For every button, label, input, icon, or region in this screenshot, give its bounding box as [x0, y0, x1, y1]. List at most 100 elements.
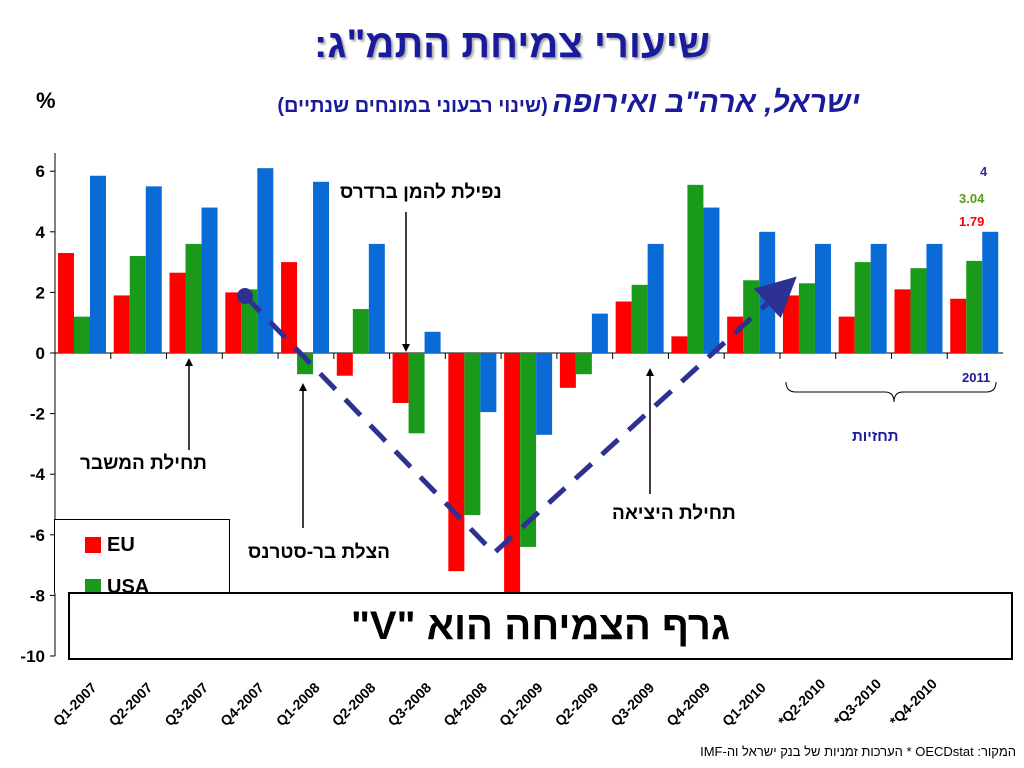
bar-eu [169, 272, 186, 353]
bar-israel [480, 353, 497, 413]
bar-usa [575, 353, 592, 375]
x-tick-label: Q2-2007 [106, 679, 156, 729]
x-tick-label: Q4-2007 [217, 679, 267, 729]
x-tick-label: *Q3-2010 [831, 675, 885, 729]
legend-swatch-usa [85, 579, 101, 593]
y-tick-label: -8 [30, 586, 45, 605]
y-tick-label: 6 [36, 162, 45, 181]
bar-eu [950, 298, 967, 353]
v-shape-arrow [243, 276, 797, 557]
y-tick-label: -4 [30, 465, 46, 484]
x-tick-label: Q1-2009 [496, 679, 546, 729]
bar-eu [838, 316, 855, 353]
x-tick-label: Q1-2007 [50, 679, 100, 729]
bar-usa [185, 243, 202, 353]
x-tick-label: Q4-2008 [440, 679, 490, 729]
latest-value-israel: 4 [980, 164, 988, 179]
x-tick-label: Q1-2008 [273, 679, 323, 729]
bar-israel [870, 243, 887, 353]
forecast-label: תחזיות [852, 428, 899, 445]
bar-eu [727, 316, 744, 353]
bar-israel [926, 243, 943, 353]
bar-usa [352, 309, 369, 353]
x-tick-label: Q3-2007 [161, 679, 211, 729]
bar-israel [201, 207, 218, 353]
bar-israel [257, 168, 274, 353]
legend-item-usa: USA [85, 576, 149, 593]
bar-israel [536, 353, 553, 435]
bar-usa [520, 353, 537, 547]
bar-usa [129, 256, 146, 353]
bar-eu [336, 353, 353, 376]
bar-eu [392, 353, 409, 403]
bar-usa [631, 284, 648, 353]
annotation-recovery-start: תחילת היציאה [612, 503, 736, 524]
forecast-brace [785, 381, 997, 403]
y-tick-label: -6 [30, 526, 45, 545]
bar-israel [424, 331, 441, 353]
bar-eu [894, 289, 911, 353]
bar-israel [591, 313, 608, 353]
y-axis-unit: % [36, 88, 56, 113]
x-tick-label: Q2-2008 [329, 679, 379, 729]
x-tick-label: Q4-2009 [663, 679, 713, 729]
bar-eu [225, 292, 242, 353]
bar-israel [814, 243, 831, 353]
v-shape-callout: גרף הצמיחה הוא "V" [68, 592, 1013, 660]
x-tick-label: Q3-2008 [384, 679, 434, 729]
bar-usa [854, 262, 871, 353]
page-title: שיעורי צמיחת התמ"ג: [313, 22, 711, 66]
bar-usa [966, 260, 983, 353]
legend-label-usa: USA [107, 575, 150, 594]
bar-eu [448, 353, 465, 572]
legend-swatch-eu [85, 537, 101, 553]
y-tick-label: 4 [36, 223, 46, 242]
x-tick-label: *Q4-2010 [886, 675, 940, 729]
x-tick-label: Q2-2009 [552, 679, 602, 729]
legend-item-eu: EU [85, 534, 135, 556]
annotation-bear-stearns: הצלת בר-סטרנס [248, 542, 390, 563]
bar-israel [703, 207, 720, 353]
latest-value-usa: 3.04 [959, 191, 985, 206]
legend: EU USA [54, 519, 230, 593]
bar-eu [782, 295, 799, 353]
bar-usa [74, 316, 90, 353]
y-tick-label: -2 [30, 405, 45, 424]
y-tick-label: 2 [36, 283, 45, 302]
latest-value-eu: 1.79 [959, 214, 985, 229]
bar-israel [759, 231, 776, 353]
bar-eu [615, 301, 632, 353]
bar-usa [464, 353, 481, 516]
y-tick-label: -10 [20, 647, 45, 666]
bar-eu [559, 353, 576, 388]
x-tick-label: *Q2-2010 [775, 675, 829, 729]
bar-israel [90, 175, 106, 353]
bar-usa [687, 184, 704, 353]
bar-usa [743, 280, 760, 353]
x-tick-label: Q1-2010 [719, 679, 769, 729]
bar-israel [368, 243, 385, 353]
bar-israel [145, 186, 162, 353]
chart-subtitle: ישראל, ארה"ב ואירופה [552, 86, 860, 119]
bar-usa [798, 283, 815, 353]
subtitle-block: ישראל, ארה"ב ואירופה (שינוי רבעוני במונח… [170, 86, 860, 120]
bar-eu [504, 353, 521, 605]
y-tick-label: 0 [36, 344, 45, 363]
source-note: המקור: OECDstat * הערכות זמניות של בנק י… [700, 744, 1016, 759]
bar-usa [910, 268, 927, 353]
bar-eu [58, 253, 74, 353]
bar-usa [408, 353, 425, 434]
bar-usa [297, 353, 314, 375]
legend-label-eu: EU [107, 533, 135, 556]
bar-eu [113, 295, 130, 353]
x-tick-label: Q3-2009 [607, 679, 657, 729]
annotation-crisis-start: תחילת המשבר [80, 453, 207, 474]
bar-israel [982, 231, 999, 353]
bar-israel [647, 243, 664, 353]
bar-eu [671, 336, 688, 353]
annotation-lehman: נפילת להמן ברדרס [340, 182, 502, 203]
bar-israel [313, 181, 330, 353]
year-2011-label: 2011 [962, 370, 991, 385]
subtitle-note: (שינוי רבעוני במונחים שנתיים) [277, 95, 548, 117]
